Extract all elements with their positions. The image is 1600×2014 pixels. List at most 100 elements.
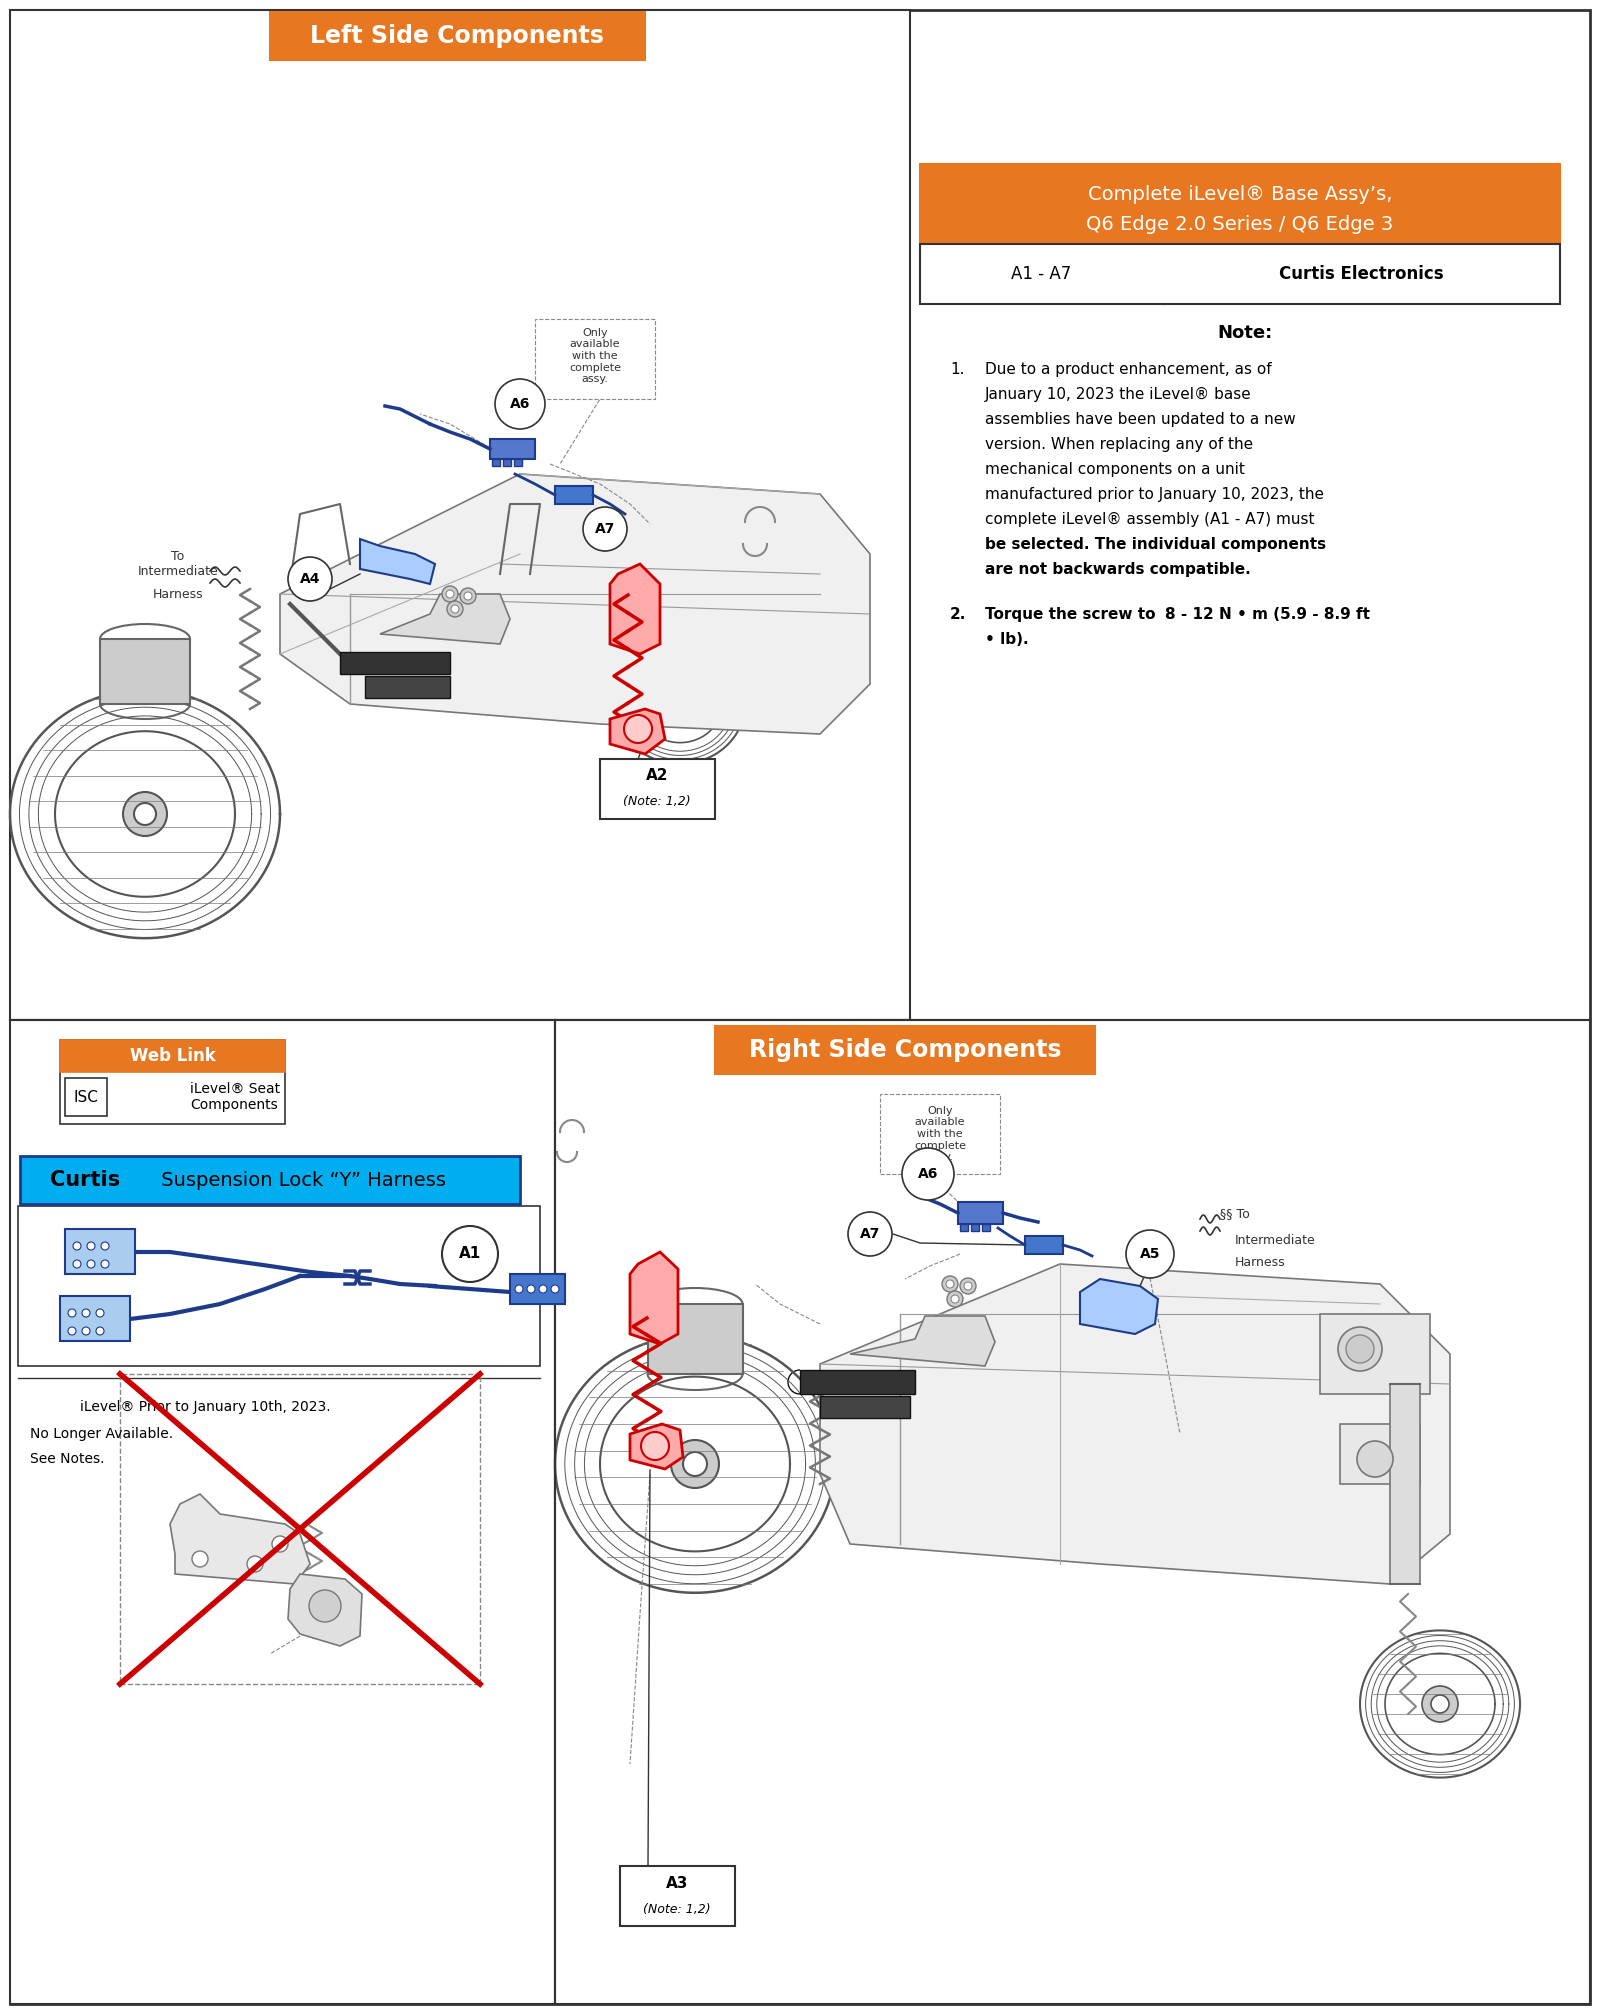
FancyBboxPatch shape [502, 459, 510, 465]
Text: Note:: Note: [1218, 324, 1272, 342]
FancyBboxPatch shape [600, 759, 715, 820]
Circle shape [74, 1243, 82, 1251]
Text: Curtis Electronics: Curtis Electronics [1280, 266, 1443, 284]
Circle shape [96, 1309, 104, 1317]
Text: iLevel® Prior to January 10th, 2023.: iLevel® Prior to January 10th, 2023. [80, 1400, 331, 1414]
Polygon shape [610, 564, 661, 655]
Circle shape [1430, 1696, 1450, 1714]
Circle shape [442, 586, 458, 602]
FancyBboxPatch shape [514, 459, 522, 465]
Polygon shape [630, 1424, 683, 1468]
Circle shape [101, 1261, 109, 1269]
Text: version. When replacing any of the: version. When replacing any of the [986, 437, 1253, 451]
Text: 8 - 12 N • m (5.9 - 8.9 ft: 8 - 12 N • m (5.9 - 8.9 ft [1165, 606, 1370, 622]
Polygon shape [850, 1315, 995, 1365]
FancyBboxPatch shape [920, 244, 1560, 304]
FancyBboxPatch shape [880, 1094, 1000, 1174]
FancyBboxPatch shape [510, 1275, 565, 1303]
Circle shape [101, 1243, 109, 1251]
Circle shape [82, 1327, 90, 1335]
FancyBboxPatch shape [648, 1303, 742, 1374]
FancyBboxPatch shape [61, 1039, 285, 1071]
FancyBboxPatch shape [270, 12, 645, 60]
FancyBboxPatch shape [621, 1867, 734, 1925]
Text: A6: A6 [510, 397, 530, 411]
Text: To
Intermediate: To Intermediate [138, 550, 218, 578]
FancyBboxPatch shape [982, 1225, 990, 1231]
Text: complete iLevel® assembly (A1 - A7) must: complete iLevel® assembly (A1 - A7) must [986, 512, 1315, 528]
FancyBboxPatch shape [10, 10, 1590, 2004]
Polygon shape [381, 594, 510, 644]
Circle shape [550, 1285, 558, 1293]
Circle shape [74, 1261, 82, 1269]
Circle shape [683, 1452, 707, 1476]
Text: ISC: ISC [74, 1090, 99, 1104]
Circle shape [946, 1281, 954, 1289]
Circle shape [464, 592, 472, 600]
Circle shape [1338, 1327, 1382, 1372]
Polygon shape [610, 709, 666, 753]
FancyBboxPatch shape [800, 1370, 915, 1394]
FancyBboxPatch shape [61, 1295, 130, 1341]
Circle shape [1346, 1335, 1374, 1363]
Polygon shape [288, 1575, 362, 1645]
Text: Only
available
with the
complete
assy.: Only available with the complete assy. [914, 1106, 966, 1162]
FancyBboxPatch shape [555, 485, 594, 504]
Text: A7: A7 [859, 1227, 880, 1241]
Text: See Notes.: See Notes. [30, 1452, 104, 1466]
FancyBboxPatch shape [66, 1077, 107, 1116]
Text: are not backwards compatible.: are not backwards compatible. [986, 562, 1251, 576]
Circle shape [451, 604, 459, 612]
FancyBboxPatch shape [1026, 1237, 1062, 1255]
Circle shape [309, 1589, 341, 1621]
Circle shape [902, 1148, 954, 1200]
FancyBboxPatch shape [1341, 1424, 1421, 1484]
Polygon shape [280, 473, 870, 733]
Text: Intermediate: Intermediate [1235, 1233, 1315, 1247]
Circle shape [1422, 1686, 1458, 1722]
FancyBboxPatch shape [971, 1225, 979, 1231]
Circle shape [96, 1327, 104, 1335]
Circle shape [82, 1309, 90, 1317]
Circle shape [246, 1557, 262, 1573]
Text: • lb).: • lb). [986, 632, 1029, 646]
Text: Harness: Harness [1235, 1255, 1286, 1269]
FancyBboxPatch shape [66, 1229, 134, 1275]
Polygon shape [1080, 1279, 1158, 1333]
Circle shape [947, 1291, 963, 1307]
FancyBboxPatch shape [493, 459, 499, 465]
Text: Suspension Lock “Y” Harness: Suspension Lock “Y” Harness [155, 1170, 445, 1190]
Polygon shape [360, 540, 435, 584]
Text: 2.: 2. [950, 606, 966, 622]
FancyBboxPatch shape [10, 1019, 555, 2004]
Text: Web Link: Web Link [130, 1047, 216, 1065]
FancyBboxPatch shape [18, 1206, 541, 1365]
Text: Due to a product enhancement, as of: Due to a product enhancement, as of [986, 363, 1272, 377]
Polygon shape [819, 1265, 1450, 1583]
Text: A4: A4 [299, 572, 320, 586]
FancyBboxPatch shape [344, 659, 365, 671]
Circle shape [446, 600, 462, 616]
Text: §§ To: §§ To [1221, 1208, 1250, 1220]
Circle shape [272, 1537, 288, 1553]
Circle shape [526, 1285, 534, 1293]
Text: Harness: Harness [152, 588, 203, 600]
FancyBboxPatch shape [99, 638, 190, 705]
Text: A7: A7 [595, 522, 614, 536]
Text: assemblies have been updated to a new: assemblies have been updated to a new [986, 413, 1296, 427]
Circle shape [942, 1277, 958, 1293]
Text: iLevel® Seat
Components: iLevel® Seat Components [190, 1082, 280, 1112]
FancyBboxPatch shape [339, 653, 450, 675]
Circle shape [848, 1212, 893, 1257]
Circle shape [86, 1243, 94, 1251]
Circle shape [674, 697, 686, 711]
Text: A3: A3 [666, 1877, 688, 1891]
Circle shape [1357, 1440, 1394, 1476]
Circle shape [950, 1295, 958, 1303]
Polygon shape [630, 1253, 678, 1343]
Circle shape [1126, 1231, 1174, 1279]
FancyBboxPatch shape [490, 439, 534, 459]
Text: Curtis: Curtis [50, 1170, 120, 1190]
Text: be selected. The individual components: be selected. The individual components [986, 538, 1326, 552]
Text: Only
available
with the
complete
assy.: Only available with the complete assy. [570, 328, 621, 385]
